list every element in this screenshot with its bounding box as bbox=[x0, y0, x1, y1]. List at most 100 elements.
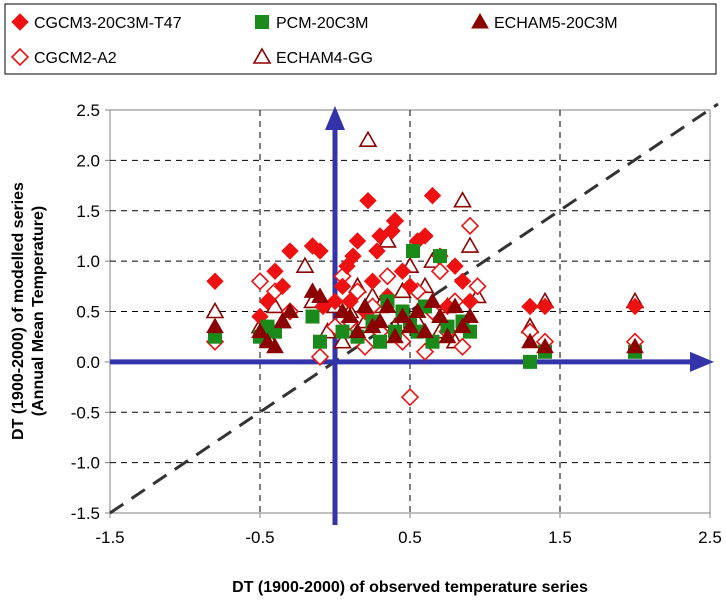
x-axis-arrowhead bbox=[690, 351, 714, 372]
data-point bbox=[408, 302, 427, 318]
legend-label: CGCM2-A2 bbox=[34, 50, 117, 67]
data-point bbox=[335, 324, 350, 339]
one-to-one-line bbox=[109, 102, 719, 515]
data-point bbox=[425, 334, 440, 349]
data-point bbox=[310, 347, 330, 366]
data-point bbox=[423, 186, 442, 205]
y-axis-title-line2: (Annual Mean Temperature) bbox=[30, 206, 47, 416]
data-point bbox=[205, 301, 225, 319]
data-point bbox=[523, 354, 537, 369]
data-point bbox=[453, 337, 472, 356]
data-point bbox=[373, 334, 387, 349]
legend-label: PCM-20C3M bbox=[276, 15, 368, 32]
data-point bbox=[423, 292, 442, 308]
data-points bbox=[205, 130, 645, 407]
data-point bbox=[356, 297, 374, 313]
legend: CGCM3-20C3M-T47 PCM-20C3M ECHAM5-20C3M CGCM… bbox=[4, 3, 717, 75]
data-point bbox=[438, 327, 457, 344]
data-point bbox=[313, 334, 327, 349]
x-tick-label: -0.5 bbox=[245, 528, 274, 547]
data-point bbox=[341, 307, 359, 324]
data-point bbox=[378, 297, 397, 313]
data-point bbox=[430, 262, 450, 281]
legend-label: ECHAM5-20C3M bbox=[494, 15, 618, 32]
y-tick-label: -1.5 bbox=[71, 504, 100, 523]
legend-marker bbox=[10, 47, 30, 67]
data-point bbox=[311, 242, 329, 260]
data-point bbox=[258, 292, 277, 311]
y-tick-label: -1.0 bbox=[71, 454, 100, 473]
data-point bbox=[348, 322, 367, 339]
x-tick-label: 0.5 bbox=[398, 528, 422, 547]
legend-item: ECHAM5-20C3M bbox=[471, 12, 618, 32]
legend-box bbox=[4, 3, 717, 75]
series-echam5-20c3m bbox=[206, 282, 644, 354]
data-point bbox=[400, 388, 420, 407]
data-point bbox=[461, 307, 479, 324]
data-point bbox=[250, 272, 270, 291]
data-point bbox=[348, 282, 367, 301]
data-point bbox=[406, 244, 420, 259]
data-point bbox=[305, 309, 320, 324]
data-point bbox=[453, 191, 472, 208]
y-tick-label: 1.0 bbox=[76, 252, 100, 271]
legend-marker bbox=[471, 12, 489, 29]
data-point bbox=[371, 312, 389, 329]
data-point bbox=[333, 277, 352, 296]
y-tick-label: 0.5 bbox=[76, 303, 100, 322]
data-point bbox=[401, 317, 419, 334]
data-point bbox=[453, 272, 472, 290]
x-tick-label: 1.5 bbox=[548, 528, 572, 547]
data-point bbox=[359, 191, 377, 210]
data-point bbox=[326, 292, 344, 311]
y-axis-arrowhead bbox=[325, 106, 345, 130]
legend-label: ECHAM4-GG bbox=[276, 50, 373, 67]
data-point bbox=[386, 212, 404, 230]
data-point bbox=[206, 317, 224, 334]
data-point bbox=[468, 277, 487, 296]
data-point bbox=[521, 297, 539, 316]
data-point bbox=[206, 272, 224, 290]
data-point bbox=[446, 297, 464, 313]
data-point bbox=[358, 130, 378, 148]
data-point bbox=[453, 317, 472, 334]
data-point bbox=[626, 337, 644, 354]
data-point bbox=[281, 242, 299, 260]
reference-line-group bbox=[109, 102, 719, 515]
tick-labels: -1.5 -1.0 -0.5 0.0 0.5 1.0 1.5 2.0 2.5 -1.5 -0.5 0.… bbox=[71, 101, 722, 547]
legend-marker bbox=[11, 13, 29, 31]
data-point bbox=[393, 262, 412, 280]
x-tick-label: 2.5 bbox=[698, 528, 722, 547]
legend-item: CGCM3-20C3M-T47 bbox=[11, 13, 182, 32]
data-point bbox=[626, 297, 644, 316]
legend-item: ECHAM4-GG bbox=[252, 47, 373, 67]
y-tick-label: 0.0 bbox=[76, 353, 100, 372]
data-point bbox=[266, 262, 284, 280]
data-point bbox=[311, 287, 329, 303]
data-point bbox=[348, 232, 367, 250]
data-point bbox=[446, 257, 464, 275]
legend-marker bbox=[255, 15, 269, 29]
data-point bbox=[295, 256, 315, 273]
legend-marker bbox=[252, 47, 272, 64]
data-point bbox=[251, 322, 269, 339]
legend-item: CGCM2-A2 bbox=[10, 47, 117, 67]
y-tick-label: 2.5 bbox=[76, 101, 100, 120]
y-axis-title-line1: DT (1900-2000) of modelled series bbox=[10, 182, 27, 440]
data-point bbox=[433, 249, 447, 264]
data-point bbox=[393, 307, 412, 324]
data-point bbox=[386, 327, 404, 344]
data-point bbox=[521, 332, 539, 349]
x-axis-title: DT (1900-2000) of observed temperature s… bbox=[232, 579, 588, 596]
data-point bbox=[460, 216, 480, 235]
data-point bbox=[273, 312, 292, 329]
data-point bbox=[281, 302, 299, 318]
x-tick-label: -1.5 bbox=[95, 528, 124, 547]
data-point bbox=[344, 247, 362, 265]
data-point bbox=[536, 337, 554, 354]
data-point bbox=[371, 227, 389, 245]
legend-item: PCM-20C3M bbox=[255, 15, 368, 32]
data-point bbox=[401, 277, 419, 296]
data-point bbox=[536, 297, 554, 316]
